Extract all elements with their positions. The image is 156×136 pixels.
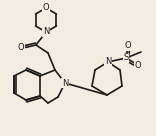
Text: S: S: [123, 53, 129, 63]
Text: N: N: [43, 27, 49, 36]
Text: N: N: [105, 58, 111, 67]
Text: O: O: [135, 61, 141, 69]
Text: O: O: [43, 4, 49, 13]
Text: N: N: [62, 78, 68, 87]
Text: O: O: [125, 41, 131, 50]
Text: O: O: [18, 44, 24, 52]
